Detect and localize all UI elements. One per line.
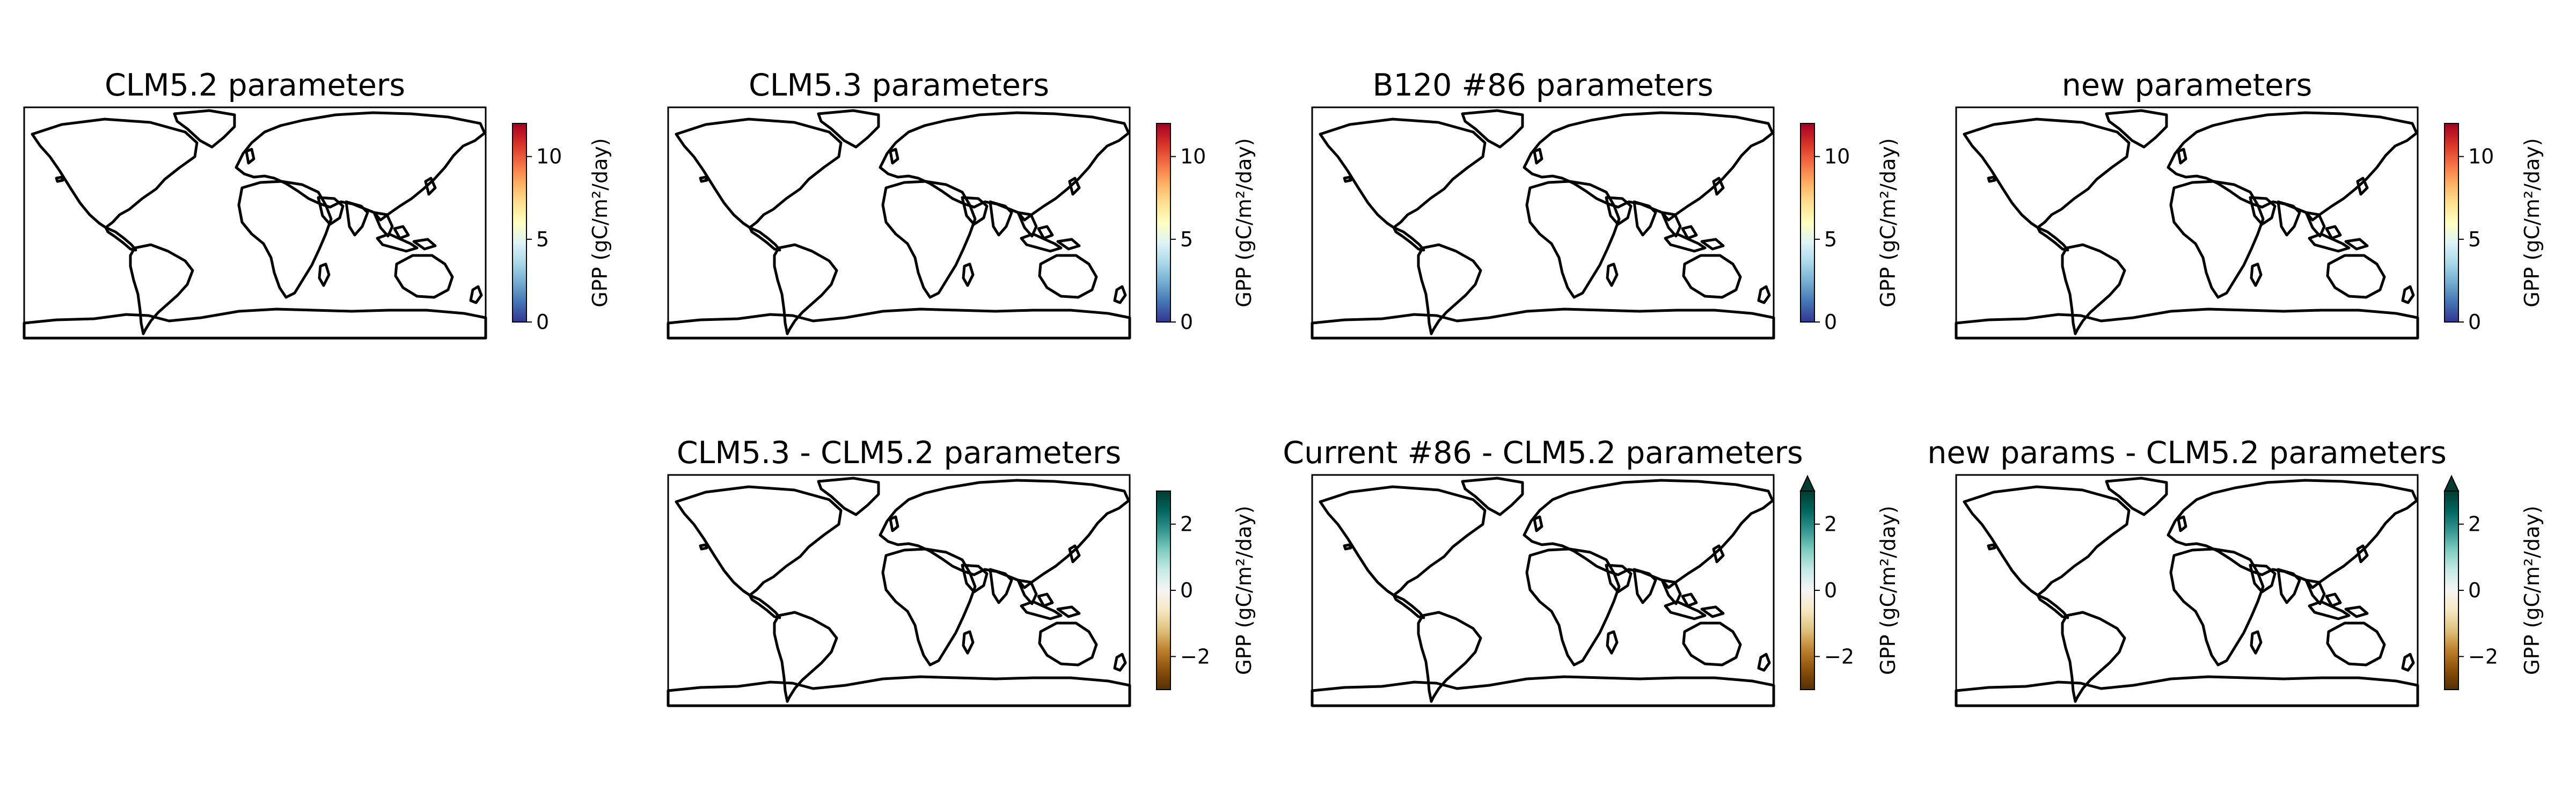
colorbar-tick-label: 5 [536, 228, 549, 251]
colorbar-tick-label: 0 [1180, 310, 1193, 334]
colorbar-tick-label: 2 [1824, 513, 1837, 536]
map-frame [1955, 106, 2419, 339]
colorbar-tick-label: 10 [2468, 145, 2494, 169]
map-panel: CLM5.2 parameters 0 5 10 GPP (gC/m²/day) [24, 68, 612, 338]
colorbar-tick-label: 0 [2468, 579, 2481, 602]
colorbar: 0 5 10 GPP (gC/m²/day) [2444, 123, 2544, 334]
colorbar-tick-label: 2 [1180, 513, 1193, 536]
panel-title: B120 #86 parameters [1372, 68, 1713, 103]
map-ocean [1312, 107, 1774, 338]
map-frame [667, 474, 1131, 707]
colorbar-tick-label: 0 [1824, 579, 1837, 602]
colorbar: 0 5 10 GPP (gC/m²/day) [1800, 123, 1900, 334]
colorbar-tick-label: 5 [2468, 228, 2481, 251]
map-frame [23, 106, 487, 339]
map-frame [1311, 474, 1775, 707]
colorbar-tick-label: 0 [1180, 579, 1193, 602]
map-panel: new params - CLM5.2 parameters −2 0 2 GPP (g… [1927, 435, 2544, 706]
map-frame [1955, 474, 2419, 707]
map-panel: CLM5.3 parameters 0 5 10 GPP (gC/m²/day) [668, 68, 1256, 338]
map-frame [667, 106, 1131, 339]
colorbar-tick-label: 0 [1824, 310, 1837, 334]
colorbar-tick-label: 10 [1824, 145, 1850, 169]
colorbar-label: GPP (gC/m²/day) [1876, 506, 1900, 675]
colorbar-tick-label: 5 [1180, 228, 1193, 251]
colorbar-tick-label: 0 [2468, 310, 2481, 334]
colorbar-label: GPP (gC/m²/day) [1232, 506, 1256, 675]
map-ocean [1312, 475, 1774, 706]
colorbar: 0 5 10 GPP (gC/m²/day) [1156, 123, 1256, 334]
map-panel: new parameters 0 5 10 GPP (gC/m²/day) [1956, 68, 2544, 338]
panel-title: new parameters [2062, 68, 2312, 103]
colorbar: −2 0 2 GPP (gC/m²/day) [2443, 474, 2544, 690]
colorbar-label: GPP (gC/m²/day) [1876, 138, 1900, 307]
colorbar-tick-label: −2 [1180, 645, 1210, 668]
map-panel: Current #86 - CLM5.2 parameters −2 0 2 GPP (… [1283, 435, 1900, 706]
colorbar: −2 0 2 GPP (gC/m²/day) [1799, 474, 1900, 690]
map-frame [1311, 106, 1775, 339]
panel-title: CLM5.3 parameters [749, 68, 1049, 103]
map-panel: CLM5.3 - CLM5.2 parameters −2 0 2 GPP (gC/m²… [668, 435, 1256, 706]
colorbar-extend-arrow [1799, 474, 1816, 492]
colorbar: −2 0 2 GPP (gC/m²/day) [1156, 491, 1256, 690]
map-panel: B120 #86 parameters 0 5 10 GPP (gC/m²/day) [1312, 68, 1900, 338]
colorbar-tick-label: 5 [1824, 228, 1837, 251]
colorbar-tick-label: 10 [1180, 145, 1206, 169]
colorbar-tick-label: 2 [2468, 513, 2481, 536]
panel-title: Current #86 - CLM5.2 parameters [1283, 435, 1803, 471]
colorbar-tick-label: −2 [2468, 645, 2498, 668]
map-ocean [24, 107, 486, 338]
colorbar-extend-arrow [2443, 474, 2460, 492]
colorbar-label: GPP (gC/m²/day) [2520, 506, 2544, 675]
colorbar: 0 5 10 GPP (gC/m²/day) [512, 123, 612, 334]
colorbar-label: GPP (gC/m²/day) [1232, 138, 1256, 307]
map-ocean [668, 475, 1130, 706]
map-ocean [668, 107, 1130, 338]
colorbar-label: GPP (gC/m²/day) [588, 138, 612, 307]
colorbar-label: GPP (gC/m²/day) [2520, 138, 2544, 307]
map-ocean [1956, 475, 2418, 706]
panel-title: CLM5.2 parameters [105, 68, 405, 103]
panel-title: new params - CLM5.2 parameters [1927, 435, 2447, 471]
map-ocean [1956, 107, 2418, 338]
colorbar-tick-label: −2 [1824, 645, 1854, 668]
colorbar-tick-label: 0 [536, 310, 549, 334]
panel-title: CLM5.3 - CLM5.2 parameters [677, 435, 1121, 471]
colorbar-tick-label: 10 [536, 145, 562, 169]
